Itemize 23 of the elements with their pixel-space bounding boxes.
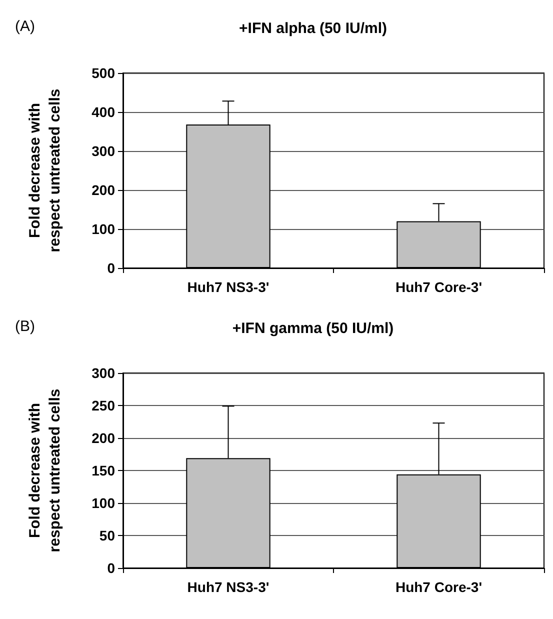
chart-title: +IFN gamma (50 IU/ml) [232, 320, 394, 337]
x-tick-label: Huh7 Core-3' [395, 579, 482, 595]
y-tick-label: 300 [92, 365, 116, 381]
y-tick-label: 0 [107, 260, 116, 276]
y-tick-label: 400 [92, 104, 116, 120]
y-tick-label: 200 [92, 182, 116, 198]
chart-title: +IFN alpha (50 IU/ml) [239, 20, 387, 37]
y-tick-label: 300 [92, 143, 116, 159]
y-axis-title: Fold decrease with respect untreated cells [26, 388, 64, 552]
y-tick-label: 0 [107, 560, 116, 576]
y-tick-label: 50 [99, 528, 116, 544]
x-tick-label: Huh7 Core-3' [395, 279, 482, 295]
y-tick-label: 150 [92, 462, 116, 478]
text: (A) [15, 18, 35, 35]
y-tick-label: 250 [92, 398, 116, 414]
y-tick-label: 200 [92, 430, 116, 446]
x-tick-label: Huh7 NS3-3' [187, 279, 270, 295]
y-axis-title: Fold decrease with respect untreated cells [26, 88, 64, 252]
y-tick-label: 500 [92, 65, 116, 81]
x-tick-label: Huh7 NS3-3' [187, 579, 270, 595]
text: (B) [15, 318, 35, 335]
y-tick-label: 100 [92, 495, 116, 511]
y-tick-label: 100 [92, 221, 116, 237]
